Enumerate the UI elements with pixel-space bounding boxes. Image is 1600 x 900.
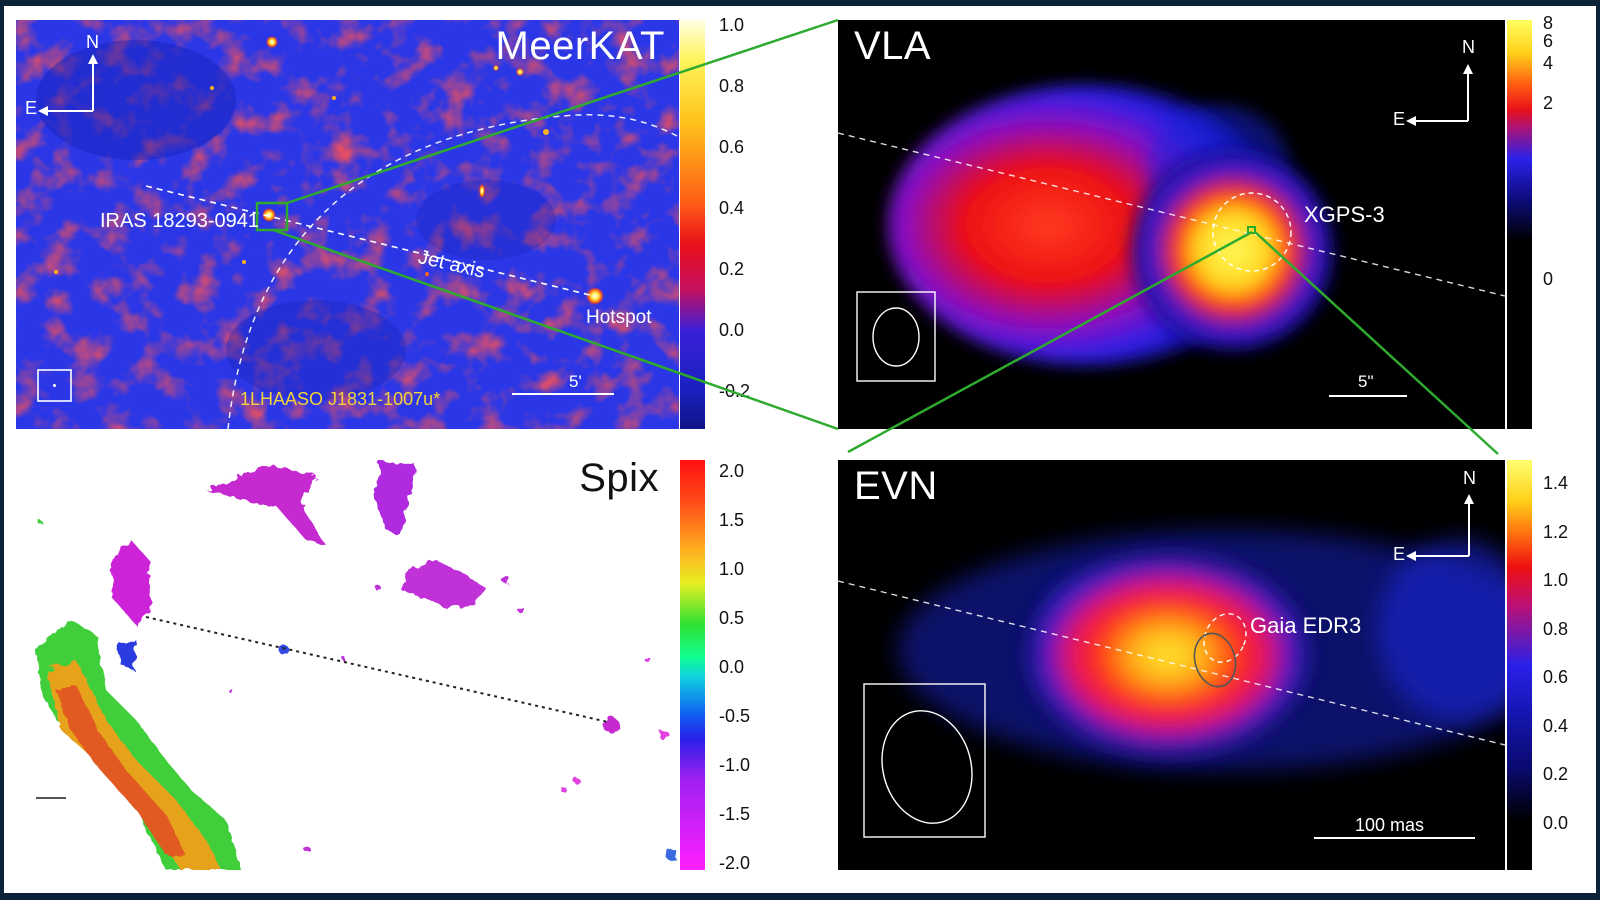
evn-scale-label: 100 mas <box>1355 815 1425 835</box>
evn-colorbar-tick: 1.2 <box>1543 522 1569 542</box>
spix-colorbar-tick: -1.5 <box>719 804 751 824</box>
vla-title: VLA <box>854 24 932 68</box>
spix-colorbar-tick: 1.5 <box>719 510 745 530</box>
spix-image <box>36 460 678 870</box>
vla-colorbar-tick: 2 <box>1543 93 1554 113</box>
meerkat-colorbar-tick: 0.2 <box>719 259 745 279</box>
meerkat-colorbar-tick: 1.0 <box>719 15 745 35</box>
evn-colorbar-tick: 1.0 <box>1543 570 1569 590</box>
lhaaso-label: 1LHAASO J1831-1007u* <box>240 389 441 409</box>
meerkat-colorbar <box>680 20 705 429</box>
vla-scale-label: 5" <box>1358 372 1374 391</box>
meerkat-panel: MeerKAT N E IRAS 18293-0941 Jet axis Hot… <box>16 20 679 429</box>
spix-colorbar-tick: -2.0 <box>719 853 751 873</box>
meerkat-colorbar-tick: 0.6 <box>719 137 745 157</box>
spix-colorbar-tick: 0.5 <box>719 608 745 628</box>
evn-north-label: N <box>1463 468 1476 488</box>
meerkat-colorbar-tick: 0.4 <box>719 198 745 218</box>
meerkat-scale-label: 5' <box>569 372 582 391</box>
compass-north-label: N <box>86 32 99 52</box>
xgps3-label: XGPS-3 <box>1304 202 1385 227</box>
spix-colorbar-tick: 1.0 <box>719 559 745 579</box>
hotspot-label: Hotspot <box>586 307 652 328</box>
spix-colorbar-tick: 2.0 <box>719 461 745 481</box>
meerkat-colorbar-tick: 0.0 <box>719 320 745 340</box>
evn-colorbar-tick: 0.4 <box>1543 716 1569 736</box>
spix-panel: Spix <box>16 460 679 870</box>
vla-image <box>838 64 1505 397</box>
spix-colorbar <box>680 460 705 870</box>
meerkat-colorbar-tick: 0.8 <box>719 76 745 96</box>
vla-panel: VLA N E XGPS-3 5" <box>838 20 1505 429</box>
evn-image <box>838 494 1505 839</box>
evn-colorbar-tick: 0.8 <box>1543 619 1569 639</box>
evn-colorbar <box>1507 460 1532 870</box>
spix-colorbar-tick: -0.5 <box>719 706 751 726</box>
vla-east-label: E <box>1393 109 1406 129</box>
evn-colorbar-tick: 0.6 <box>1543 667 1569 687</box>
vla-colorbar <box>1507 20 1532 429</box>
gaia-edr3-label: Gaia EDR3 <box>1250 613 1362 638</box>
spix-colorbar-tick: 0.0 <box>719 657 745 677</box>
evn-colorbar-tick: 0.0 <box>1543 813 1569 833</box>
meerkat-title: MeerKAT <box>495 24 665 68</box>
meerkat-colorbar-tick: -0.2 <box>719 381 751 401</box>
vla-colorbar-tick: 6 <box>1543 31 1554 51</box>
evn-east-label: E <box>1393 544 1406 564</box>
spix-colorbar-tick: -1.0 <box>719 755 751 775</box>
vla-colorbar-tick: 4 <box>1543 53 1554 73</box>
iras-source-label: IRAS 18293-0941 <box>100 210 260 232</box>
vla-north-label: N <box>1462 37 1475 57</box>
compass-east-label: E <box>25 98 38 118</box>
vla-colorbar-tick: 0 <box>1543 269 1554 289</box>
spix-title: Spix <box>579 460 659 500</box>
evn-colorbar-tick: 1.4 <box>1543 473 1569 493</box>
evn-colorbar-tick: 0.2 <box>1543 764 1569 784</box>
evn-panel: EVN N E Gaia EDR3 100 mas <box>838 460 1505 870</box>
vla-colorbar-tick: 8 <box>1543 13 1554 33</box>
evn-title: EVN <box>854 464 938 508</box>
